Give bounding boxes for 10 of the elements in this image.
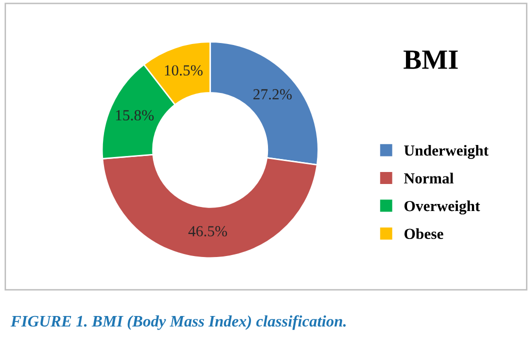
legend-label: Obese: [404, 228, 444, 240]
data-label: 46.5%: [188, 226, 228, 236]
data-label: 27.2%: [253, 89, 292, 100]
caption: FIGURE 1. BMI (Body Mass Index) classification.: [10, 315, 346, 330]
legend-label: Normal: [404, 172, 454, 184]
legend-label: Overweight: [404, 200, 480, 214]
data-label: 10.5%: [164, 65, 203, 76]
data-label: 15.8%: [116, 110, 154, 120]
legend-label: Underweight: [404, 144, 489, 159]
chart-title: BMI: [404, 50, 458, 69]
